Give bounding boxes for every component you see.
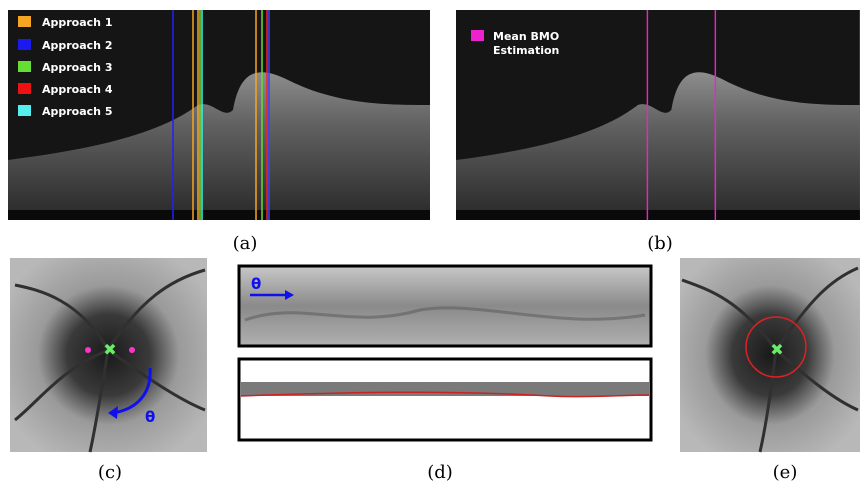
panel-label: (a) [233, 233, 258, 254]
panel-label: (b) [647, 233, 673, 254]
panel-c-image: ✖ [10, 258, 207, 453]
legend-label: Approach 2 [42, 39, 113, 52]
theta-label: θ [145, 408, 155, 426]
panel-b-image [456, 10, 860, 220]
legend-label: Approach 5 [42, 105, 113, 118]
panel-e-image: ✖ [680, 258, 860, 453]
svg-text:✖: ✖ [103, 340, 116, 359]
legend-label: Estimation [493, 44, 559, 57]
panel-label: (d) [427, 462, 453, 483]
panel-a-image: Approach 1 Approach 2 Approach 3 Approac… [8, 10, 430, 220]
panel-label: (e) [773, 462, 798, 483]
legend-swatch [471, 30, 484, 41]
legend-label: Mean BMO [493, 30, 559, 43]
legend-label: Approach 1 [42, 16, 113, 29]
panel-d-image [237, 264, 653, 442]
legend-label: Approach 4 [42, 83, 113, 96]
legend-label: Approach 3 [42, 61, 113, 74]
svg-text:✖: ✖ [770, 340, 783, 359]
theta-label: θ [251, 275, 261, 293]
panel-label: (c) [98, 462, 122, 483]
